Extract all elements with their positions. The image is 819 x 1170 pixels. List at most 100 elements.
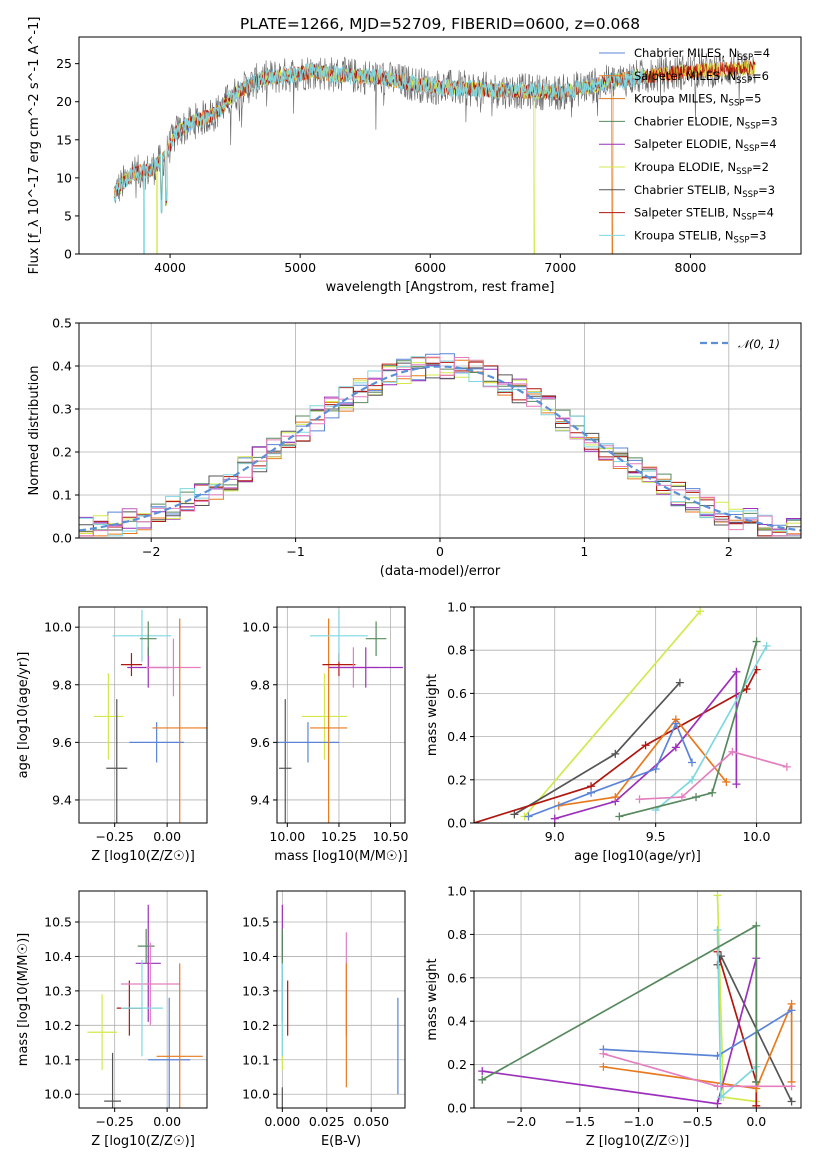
grid bbox=[79, 891, 207, 1108]
weight-marker bbox=[635, 795, 644, 804]
legend: 𝒩(0, 1) bbox=[700, 337, 780, 351]
y-tick-label: 10.0 bbox=[242, 620, 270, 635]
data-point bbox=[104, 1052, 121, 1108]
y-axis-label: age [log10(age/yr)] bbox=[16, 652, 31, 779]
y-tick-label: 10.3 bbox=[242, 983, 270, 998]
y-tick-label: 10.1 bbox=[242, 1052, 270, 1067]
data-point bbox=[148, 997, 191, 1108]
y-tick-label: 0.2 bbox=[52, 445, 72, 460]
panel-residuals: −2 −1 0 1 2 0.0 0.1 0.2 0.3 0.4 0.5 (data-model)/er… bbox=[27, 316, 802, 579]
x-tick-label: 0 bbox=[436, 544, 444, 559]
weight-marker bbox=[728, 747, 737, 756]
x-tick-label: 0.000 bbox=[264, 1114, 300, 1129]
plot-area bbox=[277, 609, 403, 823]
legend-subscript: SSP bbox=[734, 235, 750, 245]
y-tick-label: 0.3 bbox=[52, 402, 72, 417]
legend-entry: Kroupa STELIB, NSSP=3 bbox=[634, 228, 766, 245]
legend-value: =3 bbox=[761, 114, 778, 128]
legend-entry: Kroupa ELODIE, NSSP=2 bbox=[634, 160, 769, 177]
axes-frame bbox=[473, 890, 802, 1109]
weight-marker bbox=[615, 812, 624, 821]
x-tick-label: −2.0 bbox=[506, 1114, 536, 1129]
weight-marker bbox=[688, 758, 696, 767]
panel-weight_vs_age: 9.0 9.5 10.0 0.0 0.2 0.4 0.6 0.8 1.0 age [log10(a… bbox=[425, 600, 802, 864]
y-tick-label: 10.2 bbox=[242, 1018, 270, 1033]
weight-marker bbox=[713, 926, 722, 935]
legend-value: =6 bbox=[752, 69, 769, 83]
data-point bbox=[152, 618, 207, 823]
legend-value: =3 bbox=[749, 228, 766, 242]
weight-marker bbox=[742, 685, 751, 694]
legend-entry: Salpeter MILES, NSSP=6 bbox=[634, 69, 769, 86]
y-tick-label: 25 bbox=[56, 56, 72, 71]
weight-line bbox=[619, 641, 758, 818]
grid bbox=[474, 890, 801, 1109]
y-tick-label: 20 bbox=[56, 94, 72, 109]
weight-marker bbox=[550, 814, 559, 823]
x-tick-label: 0.00 bbox=[153, 1114, 181, 1129]
x-tick-label: −2 bbox=[142, 544, 160, 559]
x-tick-label: 10.0 bbox=[743, 829, 771, 844]
legend-subscript: SSP bbox=[736, 167, 752, 177]
grid bbox=[79, 607, 207, 823]
y-tick-label: 0.0 bbox=[447, 1101, 467, 1116]
plot-area bbox=[281, 904, 399, 1108]
legend-entry: Chabrier STELIB, NSSP=3 bbox=[634, 183, 775, 200]
weight-marker bbox=[762, 641, 771, 650]
weight-marker bbox=[782, 762, 791, 771]
y-tick-label: 0.8 bbox=[447, 643, 467, 658]
data-point bbox=[301, 673, 348, 760]
x-tick-label: 0.00 bbox=[153, 829, 181, 844]
y-tick-label: 0.0 bbox=[52, 531, 72, 546]
axes-frame bbox=[78, 890, 208, 1109]
x-axis-label: age [log10(age/yr)] bbox=[574, 849, 701, 864]
plot-area bbox=[87, 904, 203, 1108]
x-tick-label: −0.25 bbox=[96, 1114, 134, 1129]
x-tick-label: 10.00 bbox=[269, 829, 305, 844]
y-axis-label: mass [log10(M/M☉)] bbox=[16, 933, 31, 1066]
weight-line bbox=[558, 717, 727, 807]
weight-line bbox=[523, 610, 701, 818]
legend-entry: Kroupa MILES, NSSP=5 bbox=[634, 92, 761, 109]
weight-marker bbox=[599, 1062, 608, 1071]
y-axis-label: Flux [f_λ 10^-17 erg cm^-2 s^-1 A^-1] bbox=[27, 17, 42, 275]
weight-marker bbox=[510, 810, 519, 819]
grid bbox=[277, 607, 405, 823]
weight-marker bbox=[713, 1082, 722, 1091]
legend-value: =4 bbox=[757, 206, 774, 220]
x-tick-label: −1.0 bbox=[623, 1114, 653, 1129]
y-tick-label: 0.4 bbox=[447, 729, 467, 744]
normal-curve bbox=[79, 365, 801, 532]
weight-marker bbox=[478, 1067, 487, 1076]
weight-series bbox=[615, 637, 761, 821]
plot-area bbox=[79, 353, 801, 537]
y-tick-label: 0.4 bbox=[52, 359, 72, 374]
y-tick-label: 0.0 bbox=[447, 816, 467, 831]
y-tick-label: 10.5 bbox=[44, 915, 72, 930]
legend-subscript: SSP bbox=[729, 99, 745, 109]
weight-marker bbox=[732, 780, 741, 789]
x-tick-label: −0.5 bbox=[682, 1114, 712, 1129]
weight-marker bbox=[732, 667, 741, 676]
weight-series bbox=[510, 678, 684, 819]
spectrum-trace bbox=[113, 63, 646, 254]
weight-marker bbox=[717, 1093, 726, 1102]
y-tick-label: 5 bbox=[64, 208, 72, 223]
weight-series bbox=[524, 719, 696, 821]
y-tick-label: 10.5 bbox=[242, 915, 270, 930]
axes-frame bbox=[78, 36, 802, 255]
x-tick-label: 9.0 bbox=[545, 829, 565, 844]
x-tick-label: 1 bbox=[580, 544, 588, 559]
y-axis-label: mass weight bbox=[425, 674, 440, 756]
y-tick-label: 1.0 bbox=[447, 884, 467, 899]
weight-series bbox=[474, 665, 761, 823]
y-axis-label: Normed distribution bbox=[27, 366, 42, 496]
y-tick-label: 10.1 bbox=[44, 1052, 72, 1067]
weight-marker bbox=[611, 749, 620, 758]
axes-frame bbox=[78, 322, 802, 539]
weight-line bbox=[513, 682, 681, 816]
weight-marker bbox=[688, 775, 696, 784]
legend-value: =4 bbox=[760, 137, 777, 151]
x-tick-label: −1.5 bbox=[565, 1114, 595, 1129]
